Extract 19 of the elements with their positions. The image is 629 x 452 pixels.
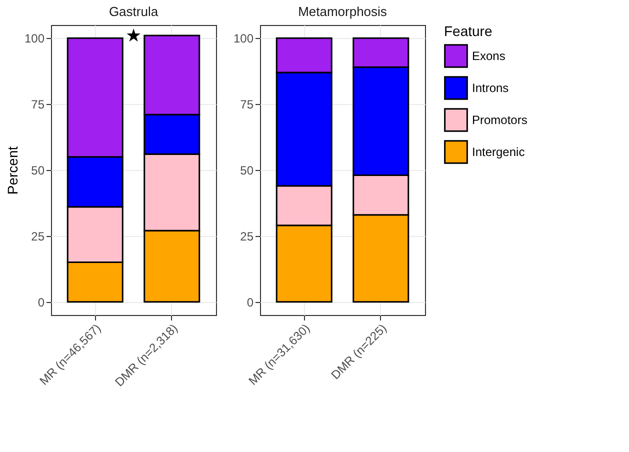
- y-tick-label: 75: [31, 98, 45, 112]
- y-tick-label: 25: [240, 229, 254, 244]
- legend-label: Exons: [472, 49, 506, 63]
- y-tick-label: 25: [31, 229, 45, 244]
- legend-title: Feature: [444, 23, 492, 39]
- chart-title: Metamorphosis: [298, 4, 388, 19]
- y-axis-title: Percent: [4, 146, 20, 195]
- y-tick-label: 50: [31, 164, 45, 178]
- legend-label: Introns: [472, 81, 509, 95]
- chart-title: Gastrula: [108, 4, 159, 19]
- legend-label: Intergenic: [472, 145, 525, 159]
- y-tick-label: 0: [246, 295, 254, 310]
- legend-label: Promotors: [472, 113, 528, 127]
- annotation: ★: [125, 26, 142, 47]
- y-tick-label: 100: [24, 32, 45, 46]
- y-tick-label: 100: [233, 32, 254, 46]
- y-tick-label: 0: [38, 295, 45, 310]
- y-tick-label: 75: [240, 98, 254, 112]
- y-tick-label: 50: [240, 164, 254, 178]
